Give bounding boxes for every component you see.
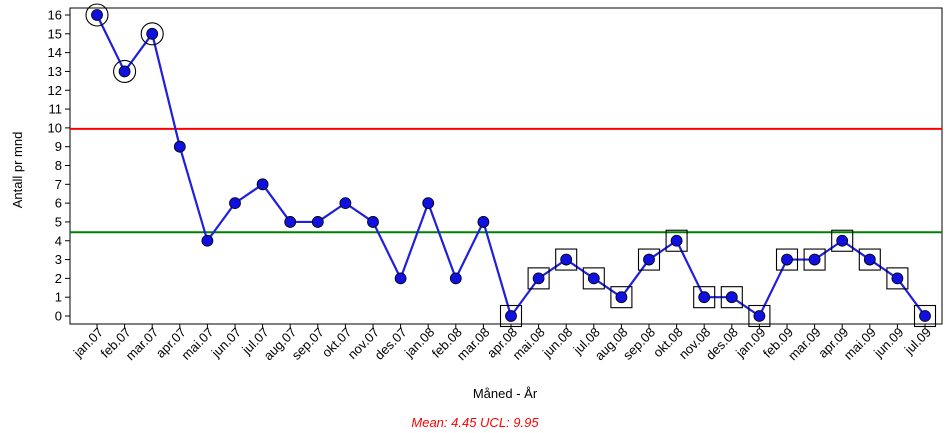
boxed-point-highlight [803,248,826,271]
x-tick-label: mai.08 [510,325,548,363]
x-tick-label: jun.09 [870,325,906,361]
data-markers [85,3,937,328]
data-point [670,234,683,247]
data-point [284,216,297,228]
boxed-point-highlight [748,304,771,328]
data-point [173,140,186,153]
data-point [863,253,876,266]
plot-frame [69,7,943,325]
y-tick-label: 1 [55,290,62,305]
x-axis-label: Måned - År [473,386,538,401]
data-point [256,178,269,191]
data-point [394,272,407,285]
y-tick-label: 9 [55,139,62,154]
y-tick-label: 0 [55,309,62,324]
y-tick-label: 14 [48,45,62,60]
y-tick-label: 10 [48,120,62,135]
x-tick-label: jun.07 [208,325,244,361]
data-point [919,310,931,322]
data-point [229,197,241,210]
data-series [96,14,926,318]
data-point [311,216,324,228]
mean-ucl-footer: Mean: 4.45 UCL: 9.95 [411,415,539,430]
data-point [836,234,849,247]
data-point [808,253,821,266]
x-tick-label: jan.08 [401,325,437,361]
boxed-point-highlight [720,286,743,309]
data-point [781,253,793,266]
data-point [367,216,379,228]
data-point [698,291,711,304]
boxed-point-highlight [913,304,937,328]
data-point [339,197,352,210]
data-point [891,272,904,285]
data-point [560,253,573,266]
boxed-point-highlight [499,304,523,328]
x-tick-label: jul.09 [901,325,934,358]
data-point [753,310,766,322]
y-axis-label: Antall pr mnd [10,132,25,209]
boxed-point-highlight [582,267,605,290]
series-line [96,14,926,318]
boxed-point-highlight [831,229,854,252]
boxed-point-highlight [527,267,550,290]
data-point [643,253,655,266]
boxed-point-highlight [555,248,578,271]
y-tick-label: 3 [55,252,62,267]
y-tick-label: 8 [55,158,62,173]
circled-point-highlight [85,3,109,27]
x-axis: jan.07feb.07mar.07apr.07mai.07jun.07jul.… [70,324,934,363]
data-point [449,272,462,285]
y-tick-label: 16 [48,8,62,23]
y-tick-label: 6 [55,196,62,211]
boxed-point-highlight [886,267,909,290]
boxed-point-highlight [610,286,633,309]
boxed-point-highlight [858,248,881,271]
data-point [146,27,159,40]
x-tick-label: jan.07 [70,325,106,361]
data-point [118,65,131,78]
y-tick-label: 4 [55,233,62,248]
data-point [477,216,490,228]
data-point [91,9,103,21]
reference-lines [70,127,942,234]
y-tick-label: 11 [49,102,63,117]
data-point [725,291,738,304]
data-point [587,272,600,285]
boxed-point-highlight [775,248,799,271]
y-tick-label: 12 [48,83,62,98]
circled-point-highlight [113,59,137,83]
y-tick-label: 5 [55,214,62,229]
boxed-point-highlight [693,286,716,309]
data-point [615,291,628,304]
boxed-point-highlight [637,248,661,271]
y-tick-label: 2 [55,271,62,286]
data-point [201,234,214,247]
x-tick-label: jan.09 [732,325,768,361]
y-tick-label: 7 [55,177,62,192]
x-tick-label: jun.08 [539,325,575,361]
boxed-point-highlight [665,229,688,252]
y-tick-label: 15 [48,26,62,41]
circled-point-highlight [140,22,164,46]
y-tick-label: 13 [48,64,62,79]
data-point [505,310,517,322]
data-point [532,272,545,285]
data-point [422,197,435,210]
